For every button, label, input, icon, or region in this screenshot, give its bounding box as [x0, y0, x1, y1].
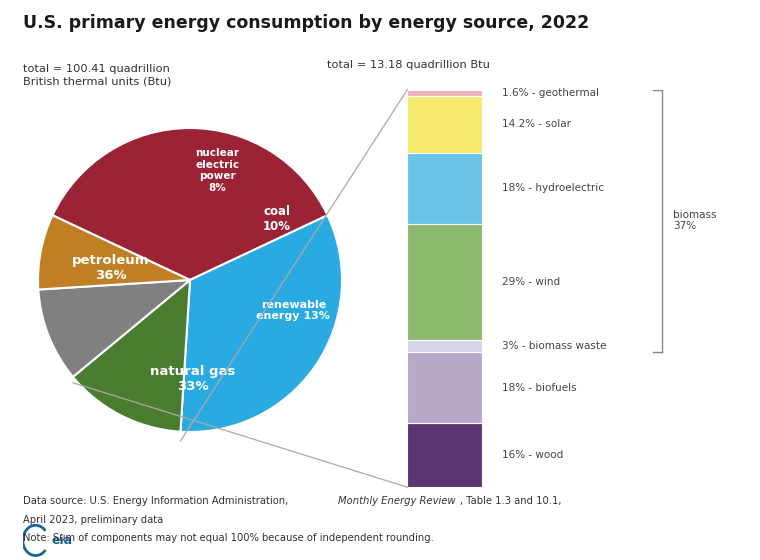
Text: Note: Sum of components may not equal 100% because of independent rounding.: Note: Sum of components may not equal 10…	[23, 533, 434, 543]
Text: renewable
energy 13%: renewable energy 13%	[256, 300, 331, 321]
Bar	[407, 423, 482, 487]
Text: total = 13.18 quadrillion Btu: total = 13.18 quadrillion Btu	[327, 60, 489, 70]
Text: nuclear
electric
power
8%: nuclear electric power 8%	[195, 148, 239, 193]
Wedge shape	[38, 215, 190, 290]
Wedge shape	[52, 128, 328, 280]
Text: 14.2% - solar: 14.2% - solar	[502, 119, 572, 129]
Text: natural gas
33%: natural gas 33%	[150, 365, 236, 393]
Bar	[407, 352, 482, 423]
Text: U.S. primary energy consumption by energy source, 2022: U.S. primary energy consumption by energ…	[23, 14, 589, 32]
Text: coal
10%: coal 10%	[263, 205, 290, 233]
Text: 3% - biomass waste: 3% - biomass waste	[502, 341, 606, 351]
Text: eia: eia	[51, 534, 72, 547]
Bar	[407, 224, 482, 340]
Text: , Table 1.3 and 10.1,: , Table 1.3 and 10.1,	[460, 496, 562, 506]
Text: April 2023, preliminary data: April 2023, preliminary data	[23, 515, 163, 525]
Text: biomass
37%: biomass 37%	[673, 210, 717, 231]
Text: total = 100.41 quadrillion
British thermal units (Btu): total = 100.41 quadrillion British therm…	[23, 64, 171, 86]
Bar	[407, 152, 482, 224]
Text: 18% - biofuels: 18% - biofuels	[502, 382, 577, 393]
Text: 1.6% - geothermal: 1.6% - geothermal	[502, 88, 600, 98]
Wedge shape	[180, 215, 342, 432]
Wedge shape	[38, 280, 190, 377]
Text: Data source: U.S. Energy Information Administration,: Data source: U.S. Energy Information Adm…	[23, 496, 291, 506]
Text: 29% - wind: 29% - wind	[502, 277, 560, 287]
Bar	[407, 340, 482, 352]
Bar	[407, 96, 482, 152]
Bar	[407, 90, 482, 96]
Text: 18% - hydroelectric: 18% - hydroelectric	[502, 184, 604, 193]
Wedge shape	[73, 280, 190, 432]
Text: Monthly Energy Review: Monthly Energy Review	[338, 496, 456, 506]
Text: 16% - wood: 16% - wood	[502, 450, 564, 460]
Text: petroleum
36%: petroleum 36%	[72, 254, 150, 282]
